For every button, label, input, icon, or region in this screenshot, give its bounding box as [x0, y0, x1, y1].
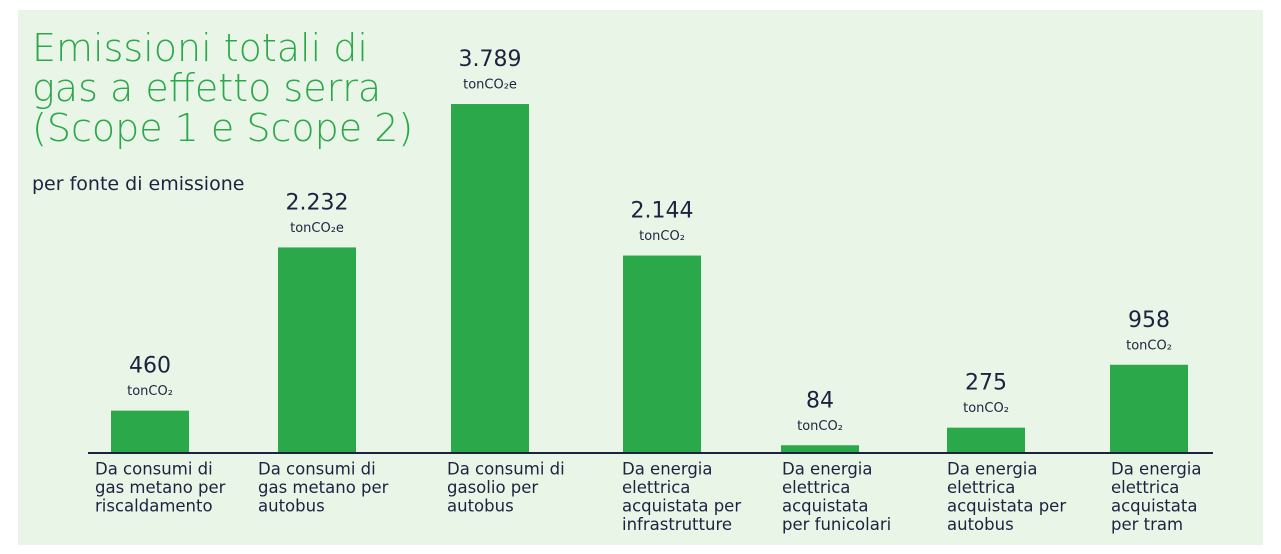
x-tick-label: Da energia — [1111, 460, 1201, 479]
unit-label: tonCO₂ — [963, 401, 1009, 416]
x-tick-label: autobus — [258, 497, 325, 516]
x-tick-label: elettrica — [947, 478, 1015, 497]
x-tick-label: Da consumi di — [95, 460, 213, 479]
x-tick-label: per tram — [1111, 515, 1183, 534]
value-label: 3.789 — [459, 47, 522, 72]
value-label: 958 — [1128, 308, 1170, 333]
x-tick-label: autobus — [947, 515, 1014, 534]
unit-label: tonCO₂e — [290, 221, 344, 236]
x-tick-label: acquistata — [1111, 497, 1197, 516]
x-tick-label: autobus — [447, 497, 514, 516]
value-label: 2.144 — [631, 199, 694, 224]
unit-label: tonCO₂ — [639, 229, 685, 244]
x-tick-label: acquistata per — [947, 497, 1066, 516]
value-label: 84 — [806, 388, 834, 413]
x-tick-label: Da energia — [782, 460, 872, 479]
value-label: 2.232 — [286, 190, 349, 215]
bar — [947, 427, 1025, 453]
x-tick-label: elettrica — [782, 478, 850, 497]
x-tick-label: gas metano per — [95, 478, 226, 497]
unit-label: tonCO₂e — [463, 78, 517, 93]
x-tick-label: riscaldamento — [95, 497, 213, 516]
bar — [451, 104, 529, 454]
bar — [111, 410, 189, 453]
x-tick-label: gasolio per — [447, 478, 538, 497]
x-tick-label: infrastrutture — [622, 515, 732, 534]
x-tick-label: elettrica — [622, 478, 690, 497]
bar — [1110, 364, 1188, 453]
x-tick-label: Da energia — [947, 460, 1037, 479]
unit-label: tonCO₂ — [1126, 338, 1172, 353]
x-tick-label: Da consumi di — [447, 460, 565, 479]
x-tick-label: per funicolari — [782, 515, 891, 534]
value-label: 275 — [965, 371, 1007, 396]
bar — [623, 255, 701, 453]
x-tick-label: gas metano per — [258, 478, 389, 497]
unit-label: tonCO₂ — [797, 419, 843, 434]
x-tick-label: elettrica — [1111, 478, 1179, 497]
x-tick-label: Da consumi di — [258, 460, 376, 479]
chart-subtitle: per fonte di emissione — [32, 173, 245, 195]
unit-label: tonCO₂ — [127, 384, 173, 399]
x-tick-label: acquistata — [782, 497, 868, 516]
bar — [781, 445, 859, 453]
x-tick-label: Da energia — [622, 460, 712, 479]
bar — [278, 247, 356, 453]
chart-title: Emissioni totali di gas a effetto serra … — [32, 26, 414, 150]
value-label: 460 — [129, 354, 171, 379]
x-tick-label: acquistata per — [622, 497, 741, 516]
